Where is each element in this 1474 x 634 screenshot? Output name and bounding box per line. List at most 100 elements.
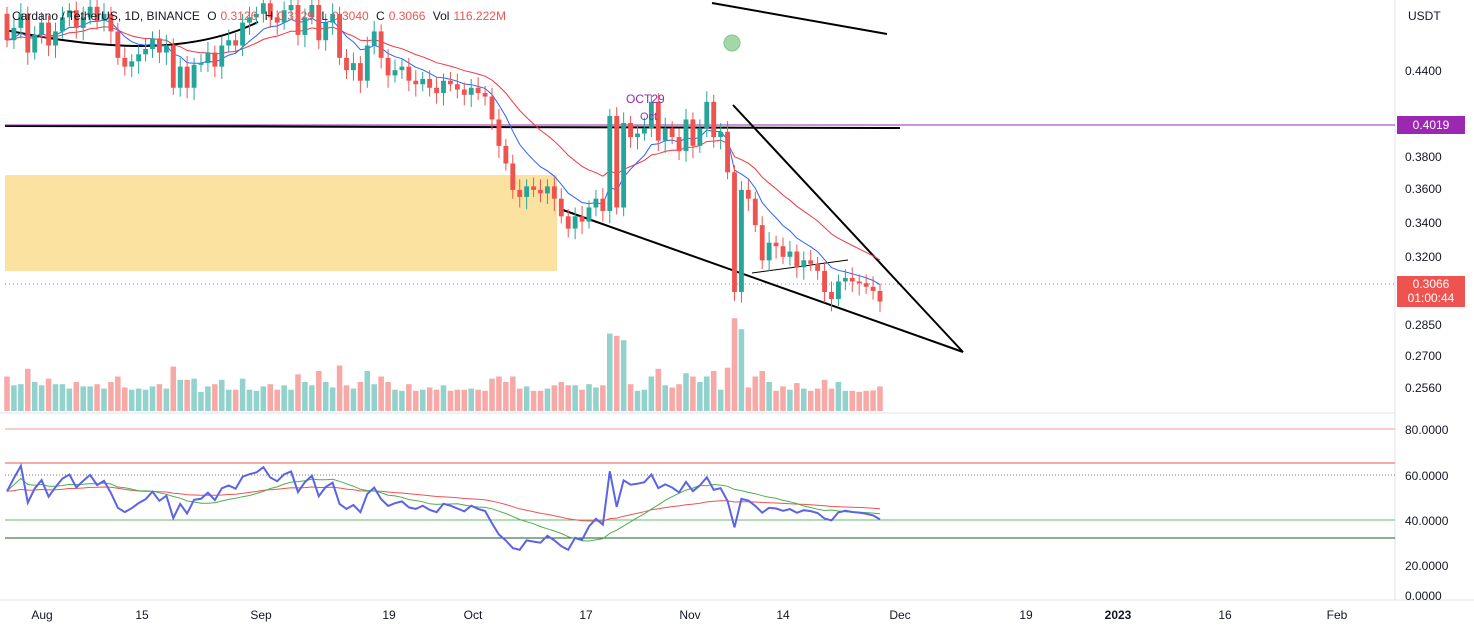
candle-body <box>302 17 308 35</box>
candle-body <box>732 172 737 293</box>
candle-body <box>254 13 259 18</box>
annotation-oct29[interactable]: OCT29 <box>626 92 665 106</box>
candle-body <box>468 87 474 95</box>
legend-symbol[interactable]: Cardano / TetherUS, 1D, BINANCE <box>12 9 200 23</box>
volume-bar <box>135 388 142 411</box>
level-price-tag[interactable]: 0.4019 <box>1397 116 1465 134</box>
volume-bar <box>343 385 350 411</box>
volume-bar <box>704 376 710 411</box>
candle-body <box>496 119 502 146</box>
candle-body <box>621 122 627 208</box>
top-trendline[interactable] <box>711 2 888 35</box>
volume-bar <box>4 376 10 411</box>
candle-body <box>46 22 51 46</box>
candle-body <box>101 13 107 21</box>
volume-bar <box>468 388 474 411</box>
candle-body <box>614 115 620 208</box>
volume-bar <box>683 373 689 411</box>
volume-bar <box>641 389 648 411</box>
volume-bar <box>392 389 398 411</box>
candle-body <box>836 281 841 300</box>
candle-body <box>538 189 543 194</box>
volume-bar <box>274 389 280 411</box>
candle-body <box>648 101 654 129</box>
volume-bar <box>406 384 412 411</box>
candle-body <box>177 66 183 88</box>
volume-bar <box>558 382 565 411</box>
legend-close-value: 0.3066 <box>388 9 426 23</box>
volume-bar <box>634 390 641 411</box>
candle-body <box>226 40 232 46</box>
demand-zone <box>5 175 557 271</box>
candle-body <box>808 260 814 264</box>
candle-body <box>198 63 204 65</box>
volume-bar <box>122 387 128 411</box>
candle-body <box>323 22 329 41</box>
price-tick: 0.4400 <box>1405 64 1442 78</box>
annotation-oct[interactable]: Oct <box>640 111 658 123</box>
volume-bar <box>413 390 419 411</box>
volume-bar <box>537 390 544 411</box>
last-price-tag[interactable]: 0.3066 01:00:44 <box>1397 276 1465 307</box>
volume-bar <box>655 368 662 411</box>
candle-body <box>337 13 342 58</box>
wedge-upper-line[interactable] <box>732 104 964 353</box>
volume-bar <box>835 382 842 411</box>
candle-body <box>711 101 717 138</box>
volume-bar <box>184 379 190 411</box>
candle-body <box>607 115 613 212</box>
time-label: Feb <box>1326 608 1348 622</box>
volume-bar <box>516 388 523 411</box>
volume-bar <box>627 384 634 411</box>
candle-body <box>66 10 72 18</box>
candle-body <box>330 13 336 23</box>
candle-body <box>295 5 301 35</box>
candles[interactable] <box>4 0 883 313</box>
signal-marker[interactable] <box>723 34 741 52</box>
candle-body <box>856 281 862 284</box>
volume-bar <box>613 335 620 411</box>
volume-bar <box>620 340 627 411</box>
price-tick: 0.2560 <box>1405 381 1442 395</box>
price-tick: 0.3600 <box>1405 182 1442 196</box>
indicator-tick: 0.0000 <box>1405 589 1442 603</box>
time-label: Dec <box>889 608 911 622</box>
volume-bar <box>94 384 100 411</box>
candle-body <box>739 189 744 293</box>
volume-bar <box>482 390 488 411</box>
candle-body <box>191 64 197 88</box>
candle-body <box>73 10 79 28</box>
resistance-line-black[interactable] <box>4 125 901 129</box>
volume-bar <box>731 318 738 411</box>
volume-bar <box>717 389 724 411</box>
volume-bar <box>475 389 481 411</box>
time-label: 14 <box>776 608 790 622</box>
volume-bar <box>239 378 246 411</box>
volume-bar <box>329 387 336 411</box>
volume-bar <box>745 387 752 411</box>
candle-body <box>662 128 668 141</box>
volume-bar <box>101 388 107 411</box>
candle-body <box>829 292 834 300</box>
candle-body <box>628 122 633 138</box>
candle-body <box>427 78 433 88</box>
volume-bar <box>510 376 516 411</box>
candle-body <box>143 49 148 55</box>
candle-body <box>385 57 391 76</box>
volume-bar <box>648 376 655 411</box>
legend-high-label: H <box>264 9 274 23</box>
candle-body <box>136 54 142 62</box>
wedge-lower-line[interactable] <box>562 209 964 353</box>
candle-body <box>122 57 128 67</box>
candle-body <box>157 38 162 53</box>
volume-bar <box>108 382 114 411</box>
volume-bar <box>669 387 675 411</box>
candle-body <box>309 5 315 18</box>
volume-bar <box>73 382 80 411</box>
indicator-tick: 40.0000 <box>1405 514 1449 528</box>
volume-bar <box>489 378 495 411</box>
indicator-signal-line <box>6 477 881 542</box>
volume-bar <box>842 390 849 411</box>
candle-body <box>11 27 17 41</box>
